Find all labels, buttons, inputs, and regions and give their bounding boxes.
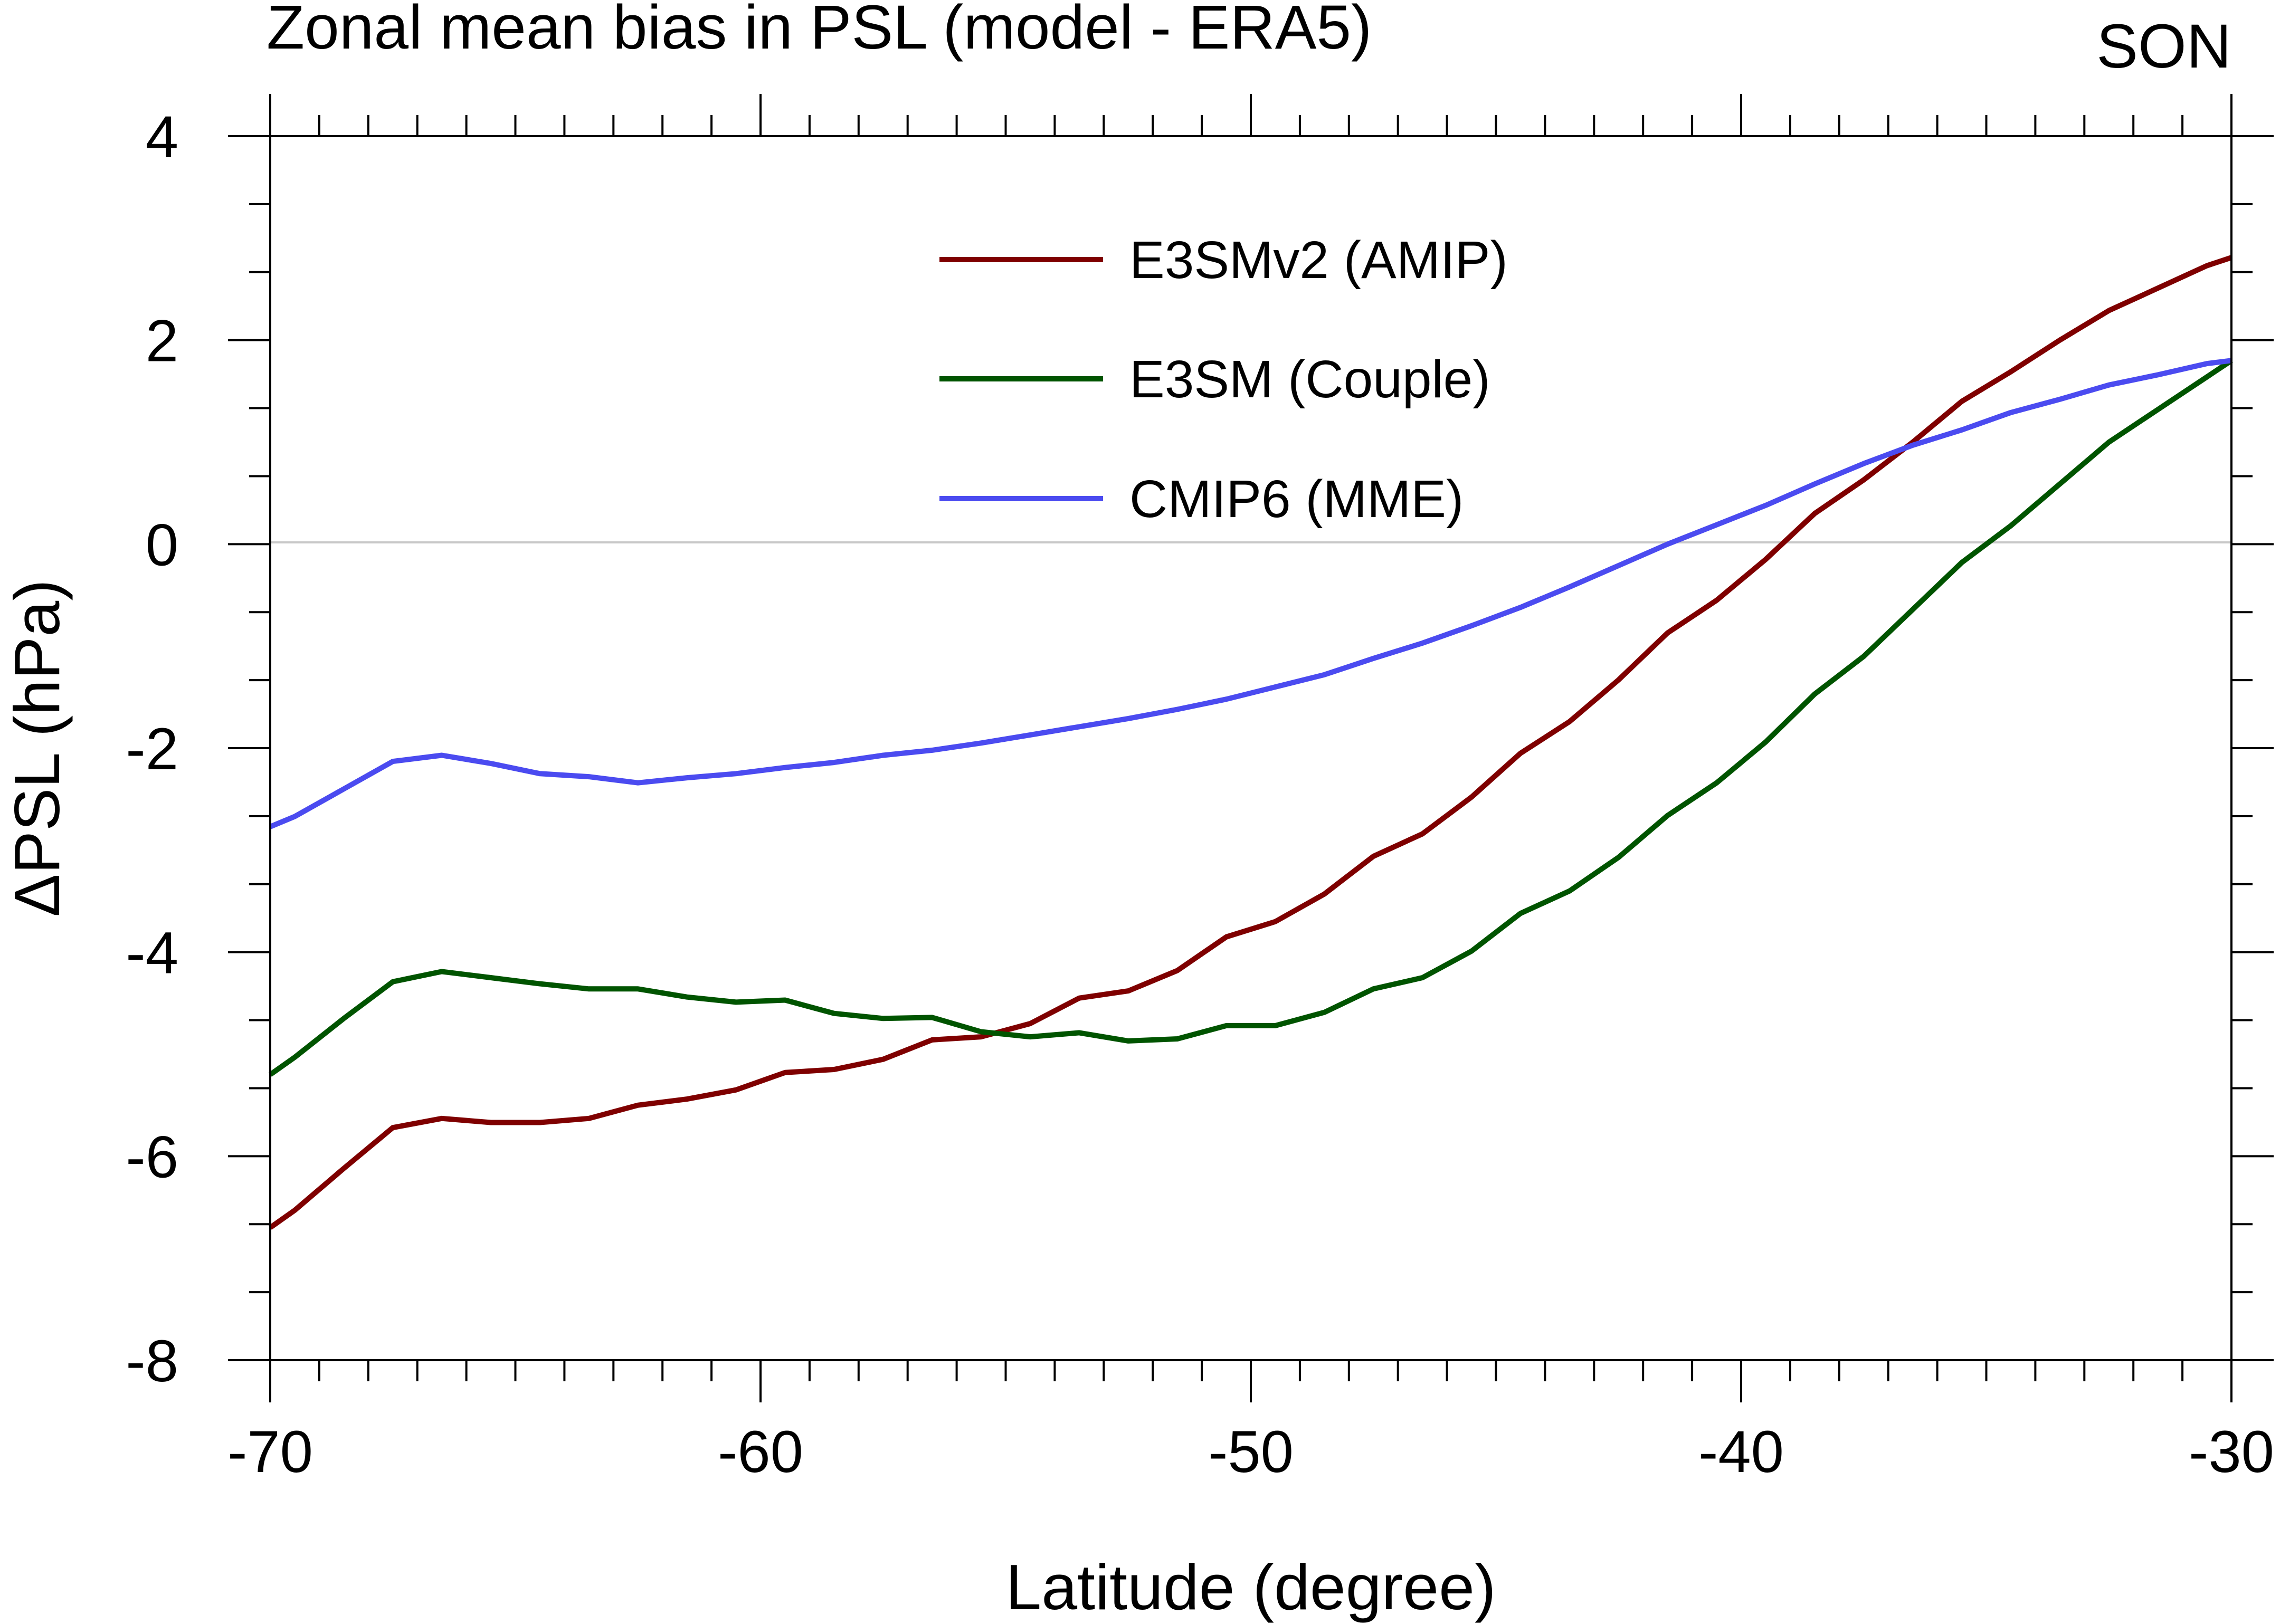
legend-label-e3smv2-amip: E3SMv2 (AMIP) bbox=[1129, 231, 1508, 290]
y-tick-labels: 4 2 0 -2 -4 -6 -8 bbox=[126, 104, 178, 1394]
season-label: SON bbox=[2096, 12, 2231, 81]
series-line-cmip6-mme bbox=[269, 358, 2232, 829]
major-ticks bbox=[228, 94, 2274, 1402]
y-axis-label: ΔPSL (hPa) bbox=[1, 579, 73, 917]
minor-ticks bbox=[249, 115, 2253, 1381]
y-tick-label: -4 bbox=[126, 920, 178, 986]
x-axis-label: Latitude (degree) bbox=[1005, 1551, 1496, 1623]
series-line-e3sm-couple bbox=[269, 358, 2233, 1077]
x-tick-label: -70 bbox=[227, 1419, 313, 1485]
y-tick-label: 2 bbox=[146, 308, 178, 374]
legend-label-e3sm-couple: E3SM (Couple) bbox=[1129, 350, 1490, 409]
x-tick-label: -60 bbox=[718, 1419, 803, 1485]
series-lines bbox=[269, 255, 2233, 1230]
x-tick-label: -30 bbox=[2189, 1419, 2274, 1485]
x-tick-label: -50 bbox=[1208, 1419, 1294, 1485]
legend: E3SMv2 (AMIP) E3SM (Couple) CMIP6 (MME) bbox=[939, 231, 1508, 529]
x-tick-label: -40 bbox=[1698, 1419, 1784, 1485]
x-tick-labels: -70 -60 -50 -40 -30 bbox=[227, 1419, 2274, 1485]
series-line-e3smv2-amip bbox=[269, 255, 2232, 1230]
y-tick-label: -6 bbox=[126, 1124, 178, 1190]
y-tick-label: -2 bbox=[126, 716, 178, 782]
legend-label-cmip6-mme: CMIP6 (MME) bbox=[1129, 470, 1464, 529]
chart-title: Zonal mean bias in PSL (model - ERA5) bbox=[267, 0, 1372, 62]
y-tick-label: 0 bbox=[146, 512, 178, 578]
plot-frame bbox=[269, 135, 2232, 1361]
y-tick-label: 4 bbox=[146, 104, 178, 170]
y-tick-label: -8 bbox=[126, 1328, 178, 1394]
